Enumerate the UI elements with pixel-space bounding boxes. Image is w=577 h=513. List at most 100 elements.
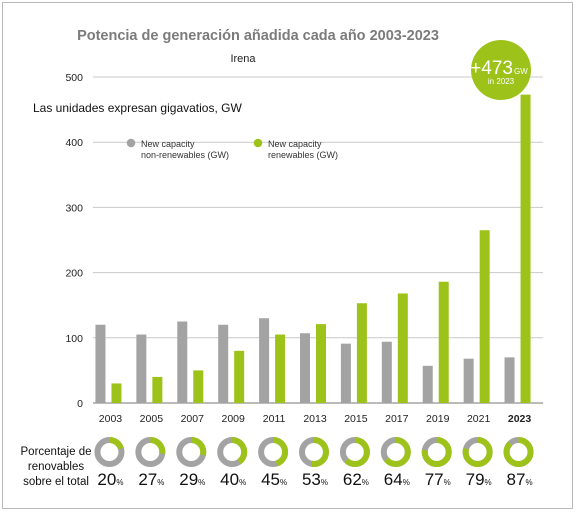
share-row-label: sobre el total	[23, 476, 89, 488]
x-tick-label: 2015	[344, 413, 368, 425]
bar	[340, 343, 351, 403]
callout-number: +473	[470, 58, 513, 79]
x-tick-label: 2023	[508, 413, 532, 425]
share-suffix: %	[321, 478, 328, 487]
bar	[316, 324, 326, 403]
donut-renewable-arc	[339, 437, 370, 467]
bar	[136, 334, 147, 403]
x-tick-label: 2019	[426, 413, 450, 425]
x-tick-label: 2007	[181, 413, 205, 425]
share-percentage: 27%	[138, 470, 164, 489]
bar	[152, 376, 163, 403]
share-percentage: 40%	[220, 470, 246, 489]
bar	[422, 365, 433, 403]
share-percentage: 45%	[261, 470, 287, 489]
x-tick-label: 2013	[303, 413, 327, 425]
share-row-label: Porcentaje de	[21, 446, 92, 458]
chart-title: Potencia de generación añadida cada año …	[77, 28, 439, 44]
share-percentage: 64%	[384, 470, 410, 489]
share-suffix: %	[280, 478, 287, 487]
donut-renewable-arc	[94, 437, 125, 467]
share-suffix: %	[525, 478, 532, 487]
x-tick-label: 2021	[467, 413, 491, 425]
share-value: 87	[507, 470, 526, 489]
bar	[193, 370, 204, 403]
share-value: 62	[343, 470, 362, 489]
chart-frame	[2, 2, 573, 509]
x-axis: 2003 2005 2007 2009 2011 2013 2015 2017 2019 2021…	[99, 413, 532, 425]
legend-label: New capacity	[141, 139, 195, 149]
bar	[504, 357, 515, 403]
bar	[95, 324, 106, 403]
share-value: 53	[302, 470, 321, 489]
legend-label: renewables (GW)	[268, 150, 338, 160]
donut-renewable-arc	[503, 437, 534, 467]
share-value: 20	[97, 470, 116, 489]
share-suffix: %	[239, 478, 246, 487]
x-tick-label: 2017	[385, 413, 409, 425]
share-suffix: %	[116, 478, 123, 487]
y-tick-label: 200	[65, 268, 83, 280]
share-suffix: %	[362, 478, 369, 487]
legend-marker	[126, 138, 136, 148]
bar	[463, 358, 474, 403]
bar	[275, 334, 286, 403]
y-tick-label: 100	[65, 333, 83, 345]
share-value: 40	[220, 470, 239, 489]
y-tick-label: 500	[65, 72, 83, 84]
bar	[259, 318, 270, 403]
bars	[95, 94, 531, 403]
callout-circle	[471, 40, 531, 100]
share-percentage: 79%	[466, 470, 492, 489]
legend-label: non-renewables (GW)	[141, 150, 229, 160]
callout-caption: in 2023	[488, 77, 515, 86]
bar	[479, 230, 490, 403]
bar	[520, 94, 531, 403]
share-value: 64	[384, 470, 403, 489]
bar	[300, 333, 310, 403]
x-tick-label: 2009	[222, 413, 246, 425]
x-tick-label: 2011	[263, 413, 286, 425]
bar	[218, 324, 229, 403]
chart-subtitle: Irena	[230, 53, 256, 65]
legend-marker	[253, 138, 263, 148]
share-percentage: 77%	[425, 470, 451, 489]
donut-renewable-arc	[380, 437, 411, 467]
share-suffix: %	[157, 478, 164, 487]
share-row: Porcentaje de renovables sobre el total 20%…	[21, 437, 534, 489]
share-percentage: 53%	[302, 470, 328, 489]
share-suffix: %	[444, 478, 451, 487]
share-value: 27	[138, 470, 157, 489]
bar	[381, 341, 392, 403]
bar	[177, 321, 188, 403]
share-value: 29	[179, 470, 198, 489]
donut-renewable-arc	[176, 437, 207, 467]
callout-value: +473GW	[470, 58, 528, 79]
share-percentage: 62%	[343, 470, 369, 489]
share-suffix: %	[198, 478, 205, 487]
share-percentage: 29%	[179, 470, 205, 489]
unit-note: Las unidades expresan gigavatios, GW	[33, 101, 242, 115]
donut-renewable-arc	[462, 437, 493, 467]
donut-renewable-arc	[299, 437, 329, 467]
share-suffix: %	[485, 478, 492, 487]
bar	[397, 293, 408, 403]
donut-renewable-arc	[217, 437, 248, 467]
donut-renewable-arc	[421, 437, 452, 467]
bar	[438, 281, 449, 403]
bar	[356, 303, 367, 403]
y-tick-label: 0	[77, 398, 83, 410]
share-row-label: renovables	[28, 461, 85, 473]
legend-label: New capacity	[268, 139, 322, 149]
share-value: 77	[425, 470, 444, 489]
y-tick-label: 400	[65, 137, 83, 149]
donut-renewable-arc	[258, 437, 289, 467]
share-percentage: 87%	[507, 470, 533, 489]
share-percentage: 20%	[97, 470, 123, 489]
x-tick-label: 2003	[99, 413, 123, 425]
y-axis: 0 100 200 300 400 500	[65, 72, 83, 410]
bar	[234, 350, 245, 403]
